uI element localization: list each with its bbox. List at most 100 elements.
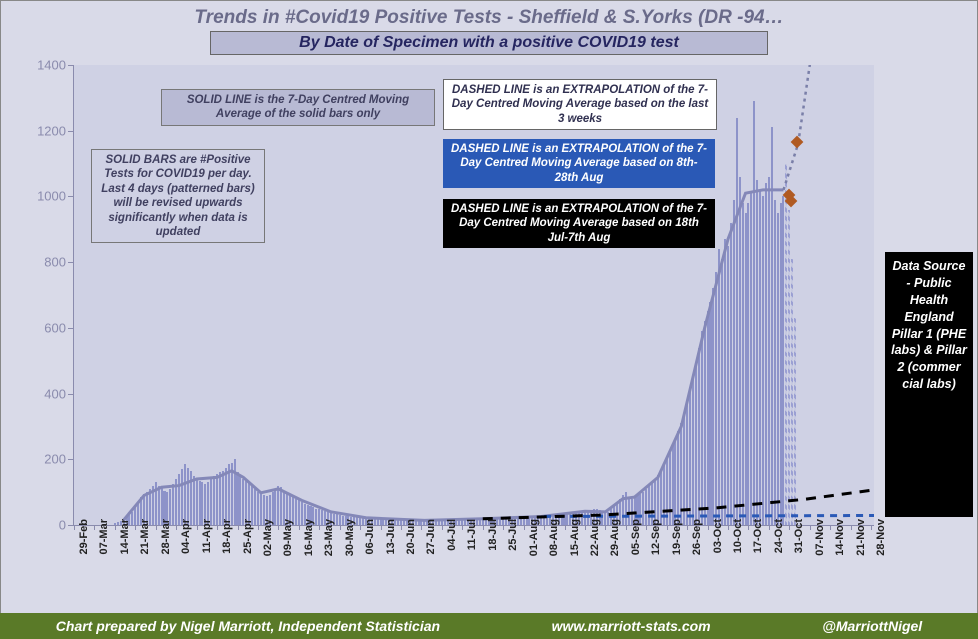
xtick-mark [524,525,525,530]
xtick-mark [748,525,749,530]
bar [359,518,361,525]
bar [318,509,320,525]
bar [499,518,501,525]
xtick-label: 28-Nov [875,519,887,556]
xtick-label: 30-May [344,519,356,556]
xtick-label: 03-Oct [712,519,724,553]
xtick-mark [503,525,504,530]
xtick-mark [769,525,770,530]
xtick-mark [626,525,627,530]
bar [315,509,317,525]
xtick-label: 17-Oct [752,519,764,553]
xtick-label: 12-Sep [650,519,662,555]
bar [657,475,659,525]
xtick-label: 04-Jul [446,519,458,551]
bar [689,392,691,525]
bar [709,302,711,525]
xtick-label: 23-May [323,519,335,556]
bar [523,517,525,525]
bar [458,519,460,525]
xtick-label: 26-Sep [691,519,703,555]
bar [721,259,723,525]
xtick-label: 15-Aug [569,519,581,556]
xtick-mark [462,525,463,530]
bar [172,484,174,525]
xtick-mark [401,525,402,530]
bar [155,482,157,525]
bar [674,439,676,525]
bar [777,213,779,525]
bar [295,499,297,525]
xtick-mark [442,525,443,530]
xtick-mark [360,525,361,530]
bar [543,516,545,525]
bar [666,459,668,525]
bar [707,311,709,525]
bar [625,492,627,525]
bar [753,101,755,525]
bar [742,203,744,525]
xtick-label: 20-Jun [405,519,417,554]
bar [759,190,761,525]
bar [698,348,700,525]
bar [704,321,706,525]
bar [739,177,741,525]
bar [794,318,796,525]
bars-layer [74,65,874,525]
xtick-mark [646,525,647,530]
bar [356,517,358,525]
xtick-mark [544,525,545,530]
bar [730,223,732,525]
xtick-label: 21-Mar [139,519,151,554]
xtick-mark [381,525,382,530]
xtick-mark [667,525,668,530]
bar [563,515,565,526]
bar [771,127,773,525]
bar [791,259,793,525]
footer-bar: Chart prepared by Nigel Marriott, Indepe… [0,613,978,639]
bar [581,512,583,525]
xtick-mark [278,525,279,530]
bar [788,210,790,525]
xtick-mark [319,525,320,530]
bar [236,472,238,525]
xtick-mark [156,525,157,530]
xtick-mark [135,525,136,530]
bar [239,476,241,525]
chart-subtitle: By Date of Specimen with a positive COVI… [210,31,768,55]
xtick-mark [789,525,790,530]
bar [520,517,522,525]
bar [336,514,338,525]
bar [695,364,697,525]
legend-solid-bars: SOLID BARS are #Positive Tests for COVID… [91,149,265,243]
bar [782,196,784,525]
xtick-label: 24-Oct [773,519,785,553]
bar [561,515,563,525]
bar [193,476,195,525]
bar [134,507,136,525]
bar [254,489,256,525]
xtick-label: 14-Mar [119,519,131,554]
bar [724,239,726,525]
bar [604,513,606,525]
xtick-mark [483,525,484,530]
chart-title: Trends in #Covid19 Positive Tests - Shef… [1,1,977,31]
bar [377,519,379,525]
xtick-label: 22-Aug [589,519,601,556]
ytick-line [68,394,74,395]
bar [196,479,198,525]
bar [756,180,758,525]
bar [178,474,180,525]
legend-dash-black: DASHED LINE is an EXTRAPOLATION of the 7… [443,199,715,248]
xtick-mark [565,525,566,530]
bar [715,272,717,525]
bar [438,520,440,525]
xtick-label: 01-Aug [528,519,540,556]
xtick-label: 09-May [282,519,294,556]
xtick-mark [830,525,831,530]
xtick-mark [94,525,95,530]
xtick-label: 18-Apr [221,519,233,554]
xtick-label: 29-Aug [609,519,621,556]
bar [222,471,224,525]
xtick-mark [605,525,606,530]
